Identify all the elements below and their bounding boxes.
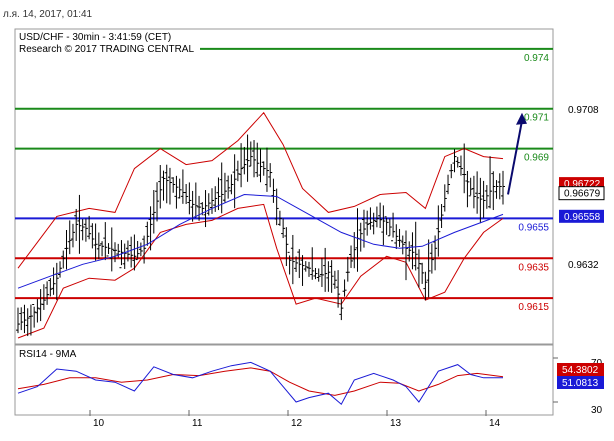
rsi-badge-ma xyxy=(557,376,604,389)
level-label-5: 0.9615 xyxy=(518,302,549,313)
level-label-4: 0.9635 xyxy=(518,262,549,273)
forecast-arrow-shaft xyxy=(507,120,523,195)
badge-text-3: 0.96558 xyxy=(564,212,601,223)
badge-text-2: 0.96679 xyxy=(564,189,601,200)
bollinger-upper-line xyxy=(17,111,504,269)
x-label-11: 11 xyxy=(192,418,203,429)
overlay-layer xyxy=(17,112,527,289)
rsi-line xyxy=(17,361,503,405)
x-label-12: 12 xyxy=(291,418,303,429)
x-label-13: 13 xyxy=(390,418,402,429)
rsi-badge-rsi xyxy=(557,363,604,376)
axis-price-label-1: 0.9708 xyxy=(568,105,599,116)
rsi-badge-text-2: 51.0813 xyxy=(562,378,599,389)
level-label-1: 0.971 xyxy=(524,113,549,124)
rsi-axis-30: 30 xyxy=(591,405,603,416)
bollinger-lower-line xyxy=(17,203,504,339)
bollinger-layer xyxy=(17,111,504,339)
badge-text-1: 0.96722 xyxy=(564,179,601,190)
badge-pivot xyxy=(559,209,604,223)
main-plot-frame xyxy=(14,28,554,345)
rsi-ma-line xyxy=(17,367,504,396)
moving-average-line xyxy=(17,193,504,289)
levels-layer: 0.974 0.971 0.969 0.9655 0.9635 0.9615 xyxy=(15,47,553,313)
level-label-0: 0.974 xyxy=(524,53,549,64)
axis-layer xyxy=(89,410,487,416)
chart-credit: Research © 2017 TRADING CENTRAL xyxy=(19,44,194,55)
x-label-14: 14 xyxy=(489,418,501,429)
header-date: л.я. 14, 2017, 01:41 xyxy=(3,9,93,20)
rsi-layer xyxy=(17,357,558,405)
rsi-title: RSI14 - 9MA xyxy=(19,349,77,360)
level-label-2: 0.969 xyxy=(524,153,549,164)
badge-last-price xyxy=(558,186,605,201)
x-label-10: 10 xyxy=(93,418,105,429)
price-bars-layer xyxy=(16,134,505,337)
axis-price-label-2: 0.9632 xyxy=(568,260,599,271)
forecast-arrow-head xyxy=(516,112,527,125)
rsi-plot-frame xyxy=(14,344,554,416)
rsi-badge-text-1: 54.3802 xyxy=(562,365,599,376)
level-label-3: 0.9655 xyxy=(518,222,549,233)
chart-title: USD/CHF - 30min - 3:41:59 (CET) xyxy=(19,32,171,43)
